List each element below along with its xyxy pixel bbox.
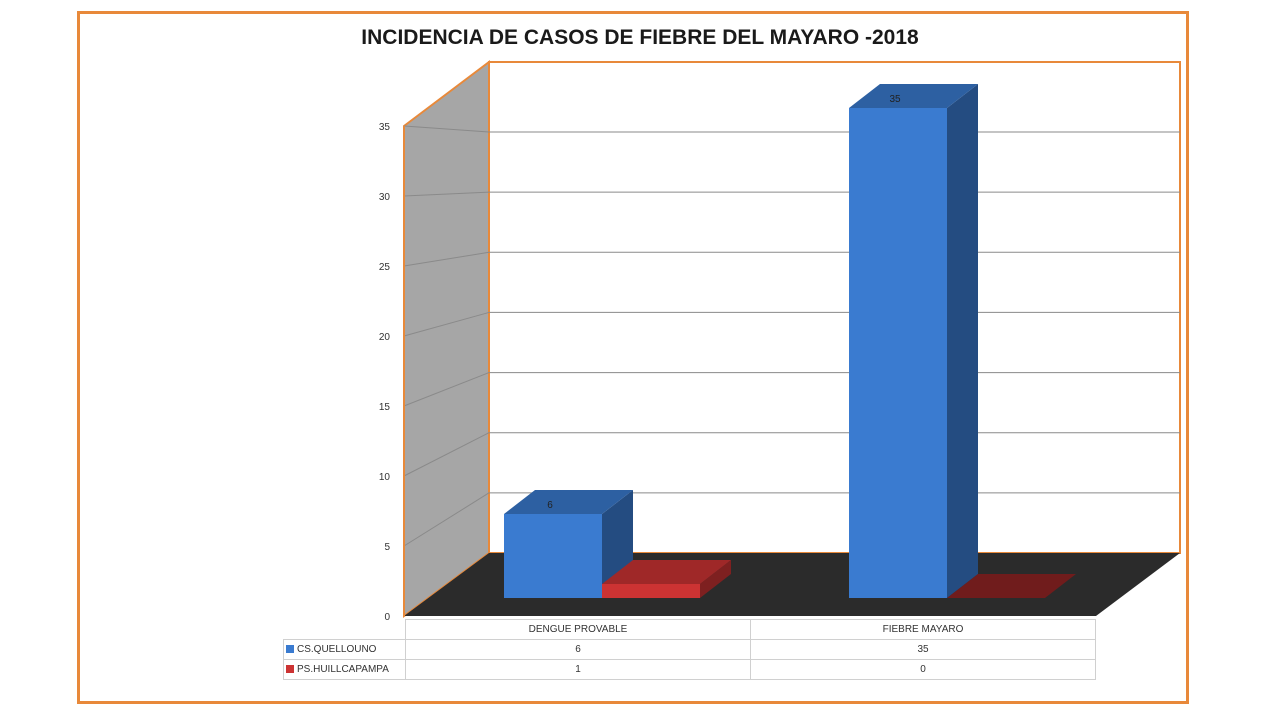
bar-side [700,560,731,598]
side-wall [403,59,490,618]
data-label: 6 [547,500,553,511]
gridline [403,492,490,547]
y-tick-label: 20 [379,332,391,343]
data-table-cell: 35 [750,639,1096,660]
data-table-corner [283,619,406,640]
data-table-cell: 1 [405,659,751,680]
gridline [403,125,490,133]
y-tick-label: 30 [379,192,391,203]
y-tick-label: 10 [379,472,391,483]
gridline [403,432,490,477]
bar-front [849,108,947,598]
data-table-cell: 6 [405,639,751,660]
legend-key [286,665,294,673]
bar-top [947,574,1076,598]
data-table-category: FIEBRE MAYARO [750,619,1096,640]
legend-key [286,645,294,653]
data-table-category: DENGUE PROVABLE [405,619,751,640]
legend-entry: CS.QUELLOUNO [283,639,406,660]
bar-side [947,84,978,598]
data-table-cell: 0 [750,659,1096,680]
back-wall [488,61,1181,554]
data-table: DENGUE PROVABLE FIEBRE MAYARO CS.QUELLOU… [283,619,1096,680]
data-label: 35 [889,94,901,105]
gridline [403,372,490,407]
bar-top [602,560,731,584]
y-tick-label: 35 [379,122,391,133]
gridline [403,311,490,337]
legend-label: CS.QUELLOUNO [297,644,377,655]
bar-top [849,84,978,108]
bar-front [504,514,602,598]
legend-entry: PS.HUILLCAPAMPA [283,659,406,680]
y-tick-label: 5 [384,542,390,553]
y-tick-label: 0 [384,612,390,623]
data-table-row: PS.HUILLCAPAMPA 1 0 [283,659,1096,680]
legend-label: PS.HUILLCAPAMPA [297,664,389,675]
bar-front [602,584,700,598]
y-tick-label: 25 [379,262,391,273]
data-table-header-row: DENGUE PROVABLE FIEBRE MAYARO [283,619,1096,640]
chart-title: INCIDENCIA DE CASOS DE FIEBRE DEL MAYARO… [361,26,919,49]
y-tick-label: 15 [379,402,391,413]
gridline [403,191,490,197]
bar-top [504,490,633,514]
data-table-row: CS.QUELLOUNO 6 35 [283,639,1096,660]
gridline [403,251,490,267]
